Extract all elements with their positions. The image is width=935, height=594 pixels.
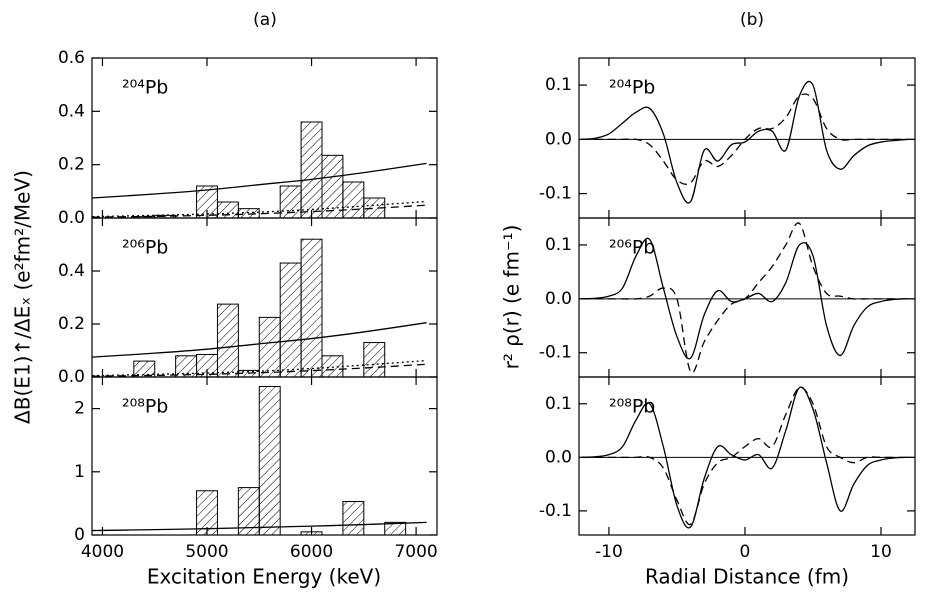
y-tick-label: 0.4 — [58, 101, 85, 121]
y-axis-label: r² ρ(r) (e fm⁻¹) — [500, 225, 524, 370]
x-tick-label: 7000 — [394, 542, 437, 562]
curve — [92, 162, 427, 199]
curve — [581, 386, 909, 529]
bar — [363, 342, 386, 377]
panel-label: ²⁰⁴Pb — [609, 77, 655, 99]
y-tick-label: 0.2 — [58, 314, 85, 334]
x-axis-label: Excitation Energy (keV) — [147, 565, 381, 589]
bar — [279, 262, 302, 377]
y-tick-label: 0 — [74, 525, 85, 545]
curve — [92, 322, 427, 358]
y-tick-label: 0.1 — [545, 235, 572, 255]
plot-area — [579, 386, 915, 529]
curve — [581, 93, 909, 185]
x-axis-label: Radial Distance (fm) — [645, 565, 849, 589]
panel-label: ²⁰⁶Pb — [609, 237, 655, 259]
frame — [578, 376, 916, 536]
bar — [133, 360, 156, 377]
plot-area — [579, 222, 915, 374]
x-tick-label: -10 — [595, 542, 623, 562]
y-axis-label: ΔB(E1)↑/ΔEₓ (e²fm²/MeV) — [11, 170, 35, 424]
bar — [342, 501, 365, 535]
bar — [258, 385, 281, 535]
bar — [196, 490, 218, 535]
x-tick-label: 0 — [740, 542, 751, 562]
y-tick-label: 0.2 — [58, 155, 85, 175]
y-tick-label: -0.1 — [539, 501, 572, 521]
panel-title: (a) — [253, 10, 277, 30]
y-tick-label: 0.0 — [545, 447, 572, 467]
x-tick-label: 4000 — [81, 542, 124, 562]
y-tick-label: 0.6 — [58, 48, 85, 68]
plot-area — [92, 238, 427, 377]
bar — [216, 201, 239, 218]
y-tick-label: 0.0 — [58, 367, 85, 387]
curve — [581, 80, 909, 204]
x-tick-label: 6000 — [290, 542, 333, 562]
panel-label: ²⁰⁶Pb — [122, 237, 168, 259]
bar — [237, 208, 260, 218]
panel-label: ²⁰⁴Pb — [122, 77, 168, 99]
curve — [581, 222, 909, 374]
bar — [342, 181, 365, 218]
curve — [581, 386, 909, 526]
x-tick-label: 10 — [870, 542, 892, 562]
frame — [91, 376, 438, 536]
y-tick-label: 2 — [74, 399, 85, 419]
bar — [216, 303, 239, 377]
y-tick-label: 0.0 — [545, 129, 572, 149]
y-tick-label: 0.1 — [545, 75, 572, 95]
bar — [321, 355, 344, 377]
y-tick-label: 0.1 — [545, 394, 572, 414]
y-tick-label: 0.0 — [58, 208, 85, 228]
bar — [279, 185, 302, 218]
panel-label: ²⁰⁸Pb — [122, 396, 168, 418]
panel-title: (b) — [740, 10, 764, 30]
plot-area — [92, 121, 427, 218]
y-tick-label: -0.1 — [539, 343, 572, 363]
plot-area — [579, 80, 915, 204]
bar — [300, 238, 323, 377]
y-tick-label: 1 — [74, 462, 85, 482]
y-tick-label: 0.0 — [545, 289, 572, 309]
y-tick-label: 0.4 — [58, 261, 85, 281]
x-tick-label: 5000 — [185, 542, 228, 562]
y-tick-label: -0.1 — [539, 184, 572, 204]
bar — [300, 121, 323, 218]
panel-label: ²⁰⁸Pb — [609, 396, 655, 418]
curve — [92, 521, 427, 532]
bar — [258, 316, 281, 377]
